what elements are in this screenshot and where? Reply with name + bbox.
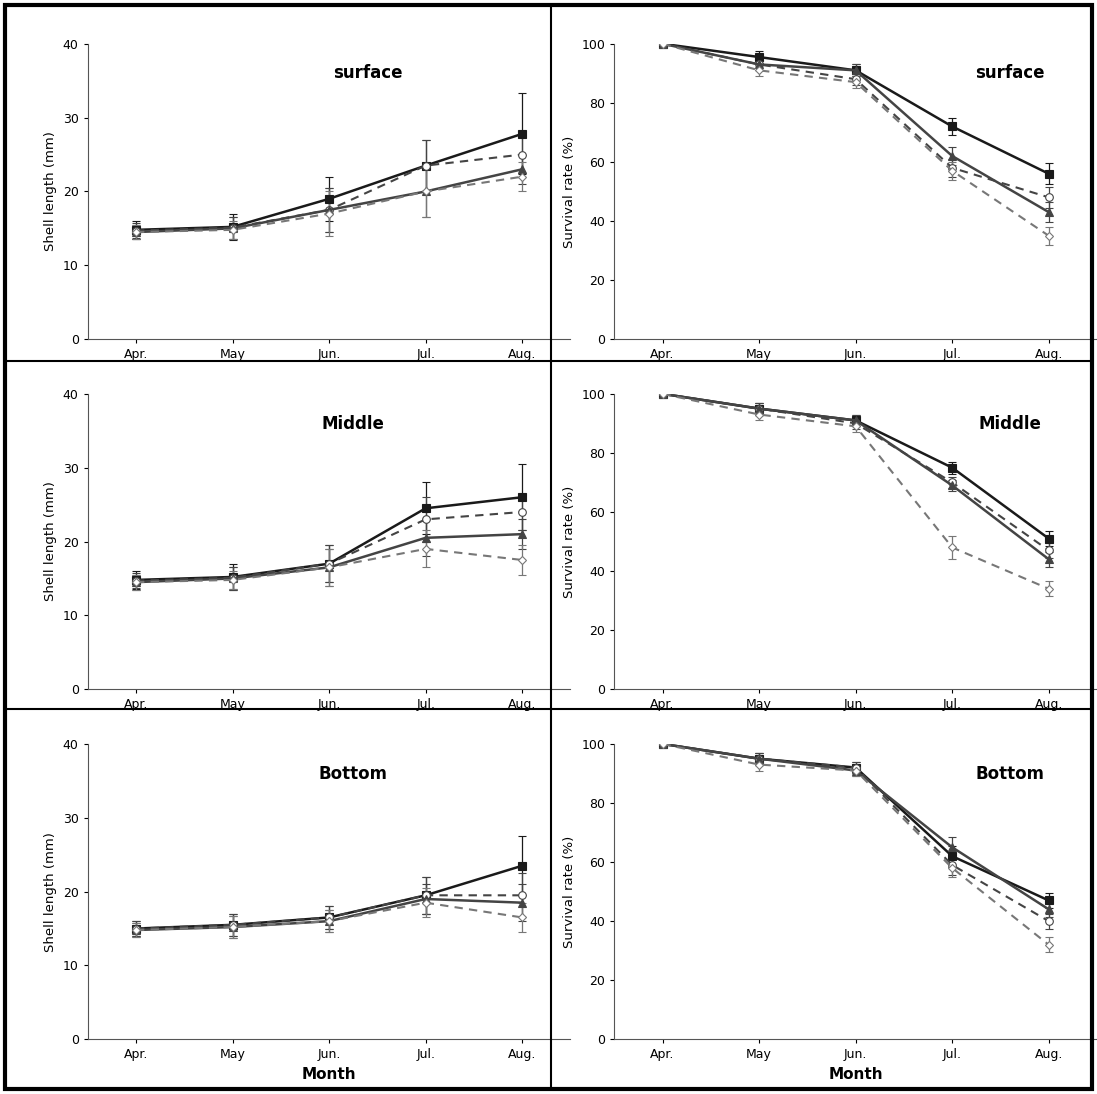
Y-axis label: Shell length (mm): Shell length (mm): [44, 481, 57, 602]
Text: Middle: Middle: [321, 415, 385, 432]
X-axis label: Month: Month: [302, 1067, 357, 1082]
Text: Middle: Middle: [979, 415, 1041, 432]
Y-axis label: Shell length (mm): Shell length (mm): [44, 831, 57, 952]
Text: surface: surface: [975, 65, 1044, 82]
X-axis label: Month: Month: [828, 1067, 883, 1082]
Y-axis label: Survival rate (%): Survival rate (%): [563, 136, 576, 247]
Y-axis label: Survival rate (%): Survival rate (%): [563, 486, 576, 597]
Text: Bottom: Bottom: [319, 765, 387, 782]
Y-axis label: Survival rate (%): Survival rate (%): [563, 836, 576, 947]
Y-axis label: Shell length (mm): Shell length (mm): [44, 131, 57, 252]
Text: Bottom: Bottom: [975, 765, 1044, 782]
Text: surface: surface: [333, 65, 403, 82]
